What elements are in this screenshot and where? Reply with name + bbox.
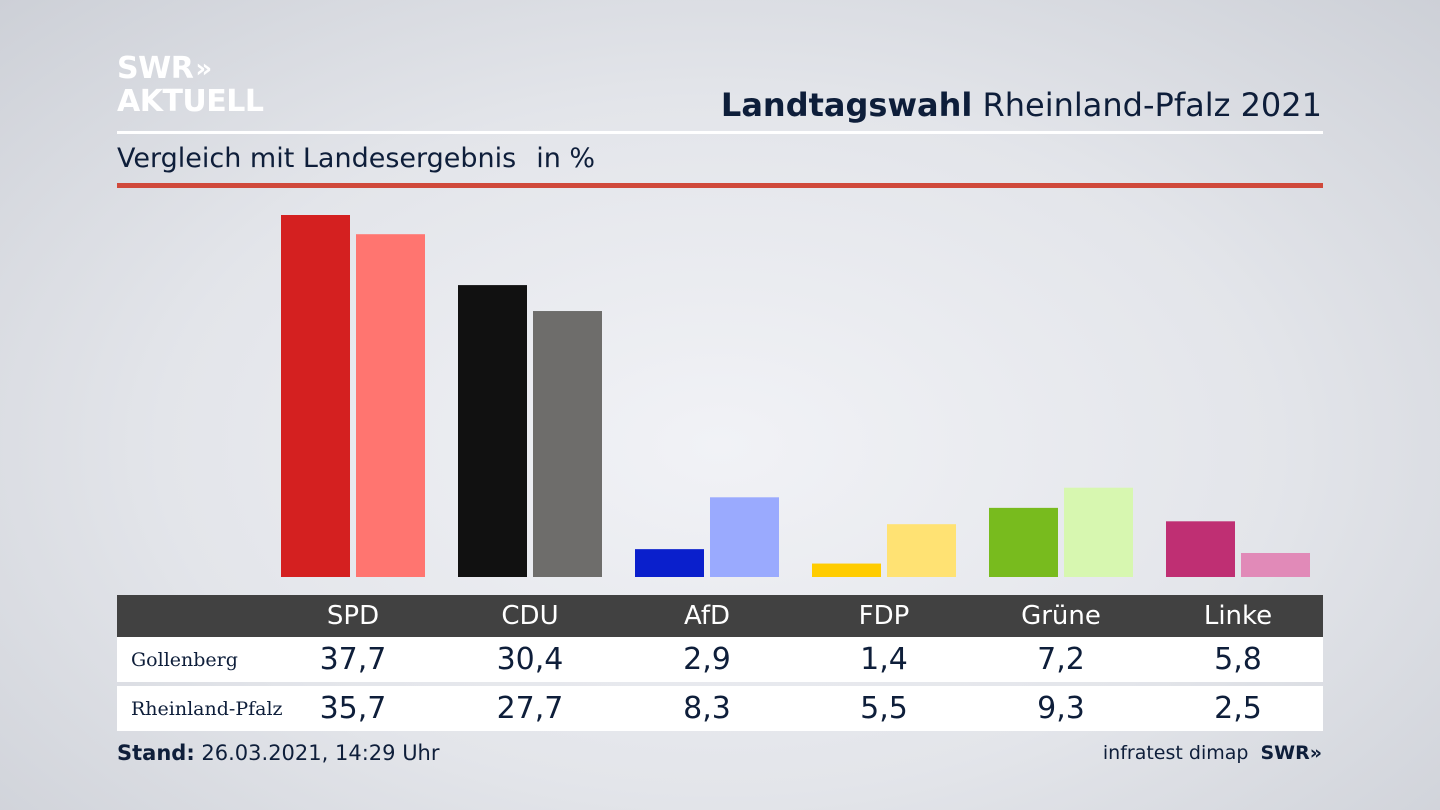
bar-cdu-rheinland-pfalz bbox=[533, 311, 602, 577]
value-afd-gollenberg: 2,9 bbox=[683, 642, 731, 677]
bar-grne-rheinland-pfalz bbox=[1064, 487, 1133, 577]
bar-afd-rheinland-pfalz bbox=[710, 497, 779, 577]
source-text: infratest dimap bbox=[1102, 742, 1249, 764]
logo-line1: SWR bbox=[117, 51, 194, 86]
bar-spd-rheinland-pfalz bbox=[356, 234, 425, 578]
results-table: SPD CDU AfD FDP Grüne Linke Gollenberg 37,7 30… bbox=[117, 595, 1323, 731]
accent-rule bbox=[117, 183, 1323, 188]
timestamp: Stand: 26.03.2021, 14:29 Uhr bbox=[117, 741, 440, 765]
chart-subtitle: Vergleich mit Landesergebnis in % bbox=[117, 143, 595, 174]
bar-fdp-rheinland-pfalz bbox=[887, 524, 956, 577]
chevrons-icon: » bbox=[1309, 742, 1322, 764]
title-bold: Landtagswahl bbox=[720, 86, 973, 124]
header-divider bbox=[117, 131, 1323, 134]
bar-linke-gollenberg bbox=[1166, 521, 1235, 577]
bar-cdu-gollenberg bbox=[458, 285, 527, 577]
value-cdu-gollenberg: 30,4 bbox=[496, 642, 564, 677]
value-fdp-gollenberg: 1,4 bbox=[860, 642, 908, 677]
swr-aktuell-logo: SWR» AKTUELL bbox=[117, 54, 264, 117]
column-header-fdp: FDP bbox=[858, 601, 910, 631]
column-header-spd: SPD bbox=[326, 601, 380, 631]
swr-footer-logo: SWR» bbox=[1260, 742, 1322, 764]
value-fdp-rheinland-pfalz: 5,5 bbox=[860, 691, 908, 726]
subtitle-text: Vergleich mit Landesergebnis bbox=[117, 143, 517, 174]
stand-label: Stand: bbox=[117, 741, 195, 765]
bar-chart bbox=[281, 215, 1310, 578]
bar-fdp-gollenberg bbox=[812, 563, 881, 577]
stand-value: 26.03.2021, 14:29 Uhr bbox=[201, 741, 440, 765]
value-afd-rheinland-pfalz: 8,3 bbox=[683, 691, 731, 726]
logo-line2: AKTUELL bbox=[117, 84, 264, 119]
title-rest: Rheinland-Pfalz 2021 bbox=[982, 86, 1322, 124]
table-row-rheinland-pfalz: Rheinland-Pfalz 35,7 27,7 8,3 5,5 9,3 2,5 bbox=[117, 686, 1323, 731]
value-spd-gollenberg: 37,7 bbox=[319, 642, 387, 677]
column-header-cdu: CDU bbox=[501, 601, 559, 631]
bar-spd-gollenberg bbox=[281, 215, 350, 577]
bar-linke-rheinland-pfalz bbox=[1241, 552, 1310, 577]
row-label-gollenberg: Gollenberg bbox=[131, 649, 238, 671]
swr-footer-text: SWR bbox=[1260, 742, 1310, 764]
row-label-rheinland-pfalz: Rheinland-Pfalz bbox=[131, 698, 283, 720]
bar-afd-gollenberg bbox=[635, 549, 704, 577]
value-spd-rheinland-pfalz: 35,7 bbox=[319, 691, 387, 726]
value-linke-rheinland-pfalz: 2,5 bbox=[1214, 691, 1262, 726]
page-title: Landtagswahl Rheinland-Pfalz 2021 bbox=[721, 86, 1322, 124]
column-header-grne: Grüne bbox=[1021, 601, 1101, 631]
value-linke-gollenberg: 5,8 bbox=[1214, 642, 1262, 677]
column-header-afd: AfD bbox=[683, 601, 731, 631]
column-header-linke: Linke bbox=[1203, 601, 1273, 631]
table-header: SPD CDU AfD FDP Grüne Linke bbox=[117, 595, 1323, 637]
value-grne-gollenberg: 7,2 bbox=[1037, 642, 1085, 677]
unit-label: in % bbox=[536, 143, 596, 174]
source-credit: infratest dimap SWR» bbox=[1103, 742, 1322, 764]
table-row-gollenberg: Gollenberg 37,7 30,4 2,9 1,4 7,2 5,8 bbox=[117, 637, 1323, 682]
value-cdu-rheinland-pfalz: 27,7 bbox=[496, 691, 564, 726]
bar-grne-gollenberg bbox=[989, 507, 1058, 577]
value-grne-rheinland-pfalz: 9,3 bbox=[1037, 691, 1085, 726]
